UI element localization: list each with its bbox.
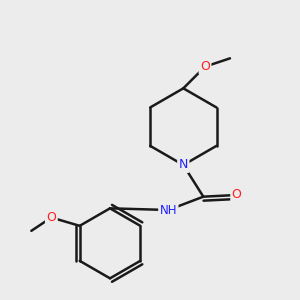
Text: O: O [200,60,210,73]
Text: O: O [232,188,242,202]
Text: O: O [46,211,56,224]
Text: NH: NH [160,203,177,217]
Text: N: N [178,158,188,172]
